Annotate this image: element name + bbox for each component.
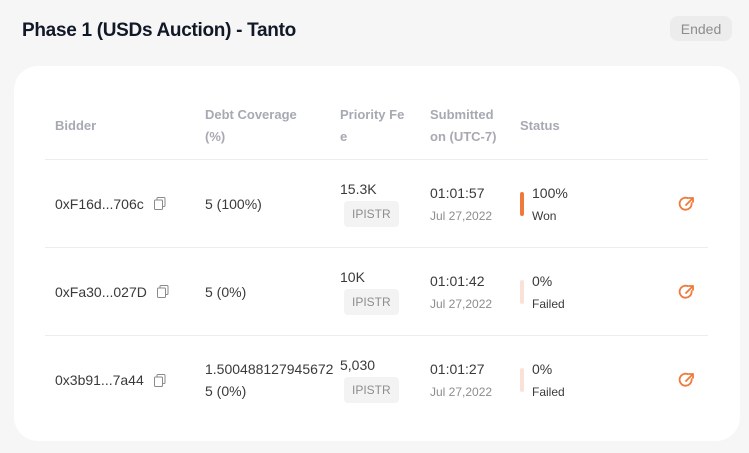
copy-icon[interactable] bbox=[153, 197, 166, 210]
status-badge: Ended bbox=[670, 16, 732, 41]
column-header-text: Submitted bbox=[430, 107, 494, 122]
debt-coverage-cell: 5 (0%) bbox=[205, 283, 247, 300]
status-label: Won bbox=[532, 208, 557, 223]
priority-fee-cell: 15.3K IPISTR bbox=[340, 181, 430, 227]
fee-token-tag: IPISTR bbox=[344, 377, 399, 403]
status-cell: 0% Failed bbox=[520, 361, 640, 399]
bidder-cell: 0x3b91...7a44 bbox=[45, 372, 205, 388]
external-link-icon[interactable] bbox=[678, 283, 696, 301]
fee-token-tag: IPISTR bbox=[344, 200, 399, 227]
column-header-status: Status bbox=[520, 118, 560, 133]
status-bar-failed bbox=[520, 279, 524, 304]
submitted-date: Jul 27,2022 bbox=[430, 385, 493, 399]
status-label: Failed bbox=[532, 385, 565, 399]
copy-icon[interactable] bbox=[156, 285, 169, 298]
fee-token-tag: IPISTR bbox=[344, 288, 399, 315]
status-bar-failed bbox=[520, 368, 524, 392]
status-text: 0% Failed bbox=[532, 361, 565, 399]
external-link-icon[interactable] bbox=[678, 195, 696, 213]
bidder-cell: 0xF16d...706c bbox=[45, 196, 205, 212]
table-row: 0xFa30...027D 5 (0%) 10K IPISTR 01:01:42… bbox=[45, 248, 708, 336]
submitted-date: Jul 27,2022 bbox=[430, 208, 493, 223]
column-header-text: Debt Coverage bbox=[205, 107, 297, 122]
column-header-text: (%) bbox=[205, 129, 226, 144]
copy-icon[interactable] bbox=[153, 373, 166, 387]
status-label: Failed bbox=[532, 296, 565, 311]
submitted-cell: 01:01:27 Jul 27,2022 bbox=[430, 361, 520, 399]
submitted-time: 01:01:27 bbox=[430, 361, 485, 377]
submitted-cell: 01:01:57 Jul 27,2022 bbox=[430, 185, 520, 223]
bids-table: Bidder Debt Coverage (%) Priority Fe e S… bbox=[45, 93, 708, 424]
page-title: Phase 1 (USDs Auction) - Tanto bbox=[22, 20, 296, 41]
link-cell bbox=[640, 283, 708, 301]
status-text: 100% Won bbox=[532, 185, 568, 223]
column-header-debt-coverage: Debt Coverage (%) bbox=[205, 104, 340, 148]
status-percent: 100% bbox=[532, 184, 568, 201]
column-header-bidder: Bidder bbox=[55, 118, 97, 133]
column-header-text: Priority Fe bbox=[340, 107, 405, 122]
column-header-text: on (UTC-7) bbox=[430, 129, 497, 144]
link-cell bbox=[640, 371, 708, 389]
bidder-address: 0x3b91...7a44 bbox=[55, 372, 144, 388]
external-link-icon[interactable] bbox=[678, 371, 696, 389]
bidder-cell: 0xFa30...027D bbox=[45, 284, 205, 300]
priority-fee-cell: 5,030 IPISTR bbox=[340, 357, 430, 403]
submitted-time: 01:01:57 bbox=[430, 184, 485, 201]
priority-fee-cell: 10K IPISTR bbox=[340, 269, 430, 315]
debt-coverage-cell: 5 (100%) bbox=[205, 195, 262, 212]
bidder-address: 0xF16d...706c bbox=[55, 195, 144, 212]
submitted-cell: 01:01:42 Jul 27,2022 bbox=[430, 273, 520, 311]
priority-fee-value: 15.3K bbox=[340, 180, 377, 197]
column-header-submitted: Submitted on (UTC-7) bbox=[430, 104, 520, 148]
priority-fee-value: 5,030 bbox=[340, 357, 376, 373]
table-row: 0x3b91...7a44 1.5004881279456725 (0%) 5,… bbox=[45, 336, 708, 424]
table-row: 0xF16d...706c 5 (100%) 15.3K IPISTR 01:0… bbox=[45, 160, 708, 248]
bidder-address: 0xFa30...027D bbox=[55, 283, 147, 300]
status-cell: 0% Failed bbox=[520, 273, 640, 311]
submitted-time: 01:01:42 bbox=[430, 272, 485, 289]
priority-fee-value: 10K bbox=[340, 268, 365, 285]
bids-card: Bidder Debt Coverage (%) Priority Fe e S… bbox=[14, 66, 740, 441]
status-cell: 100% Won bbox=[520, 185, 640, 223]
status-text: 0% Failed bbox=[532, 273, 565, 311]
status-bar-won bbox=[520, 191, 524, 216]
submitted-date: Jul 27,2022 bbox=[430, 296, 493, 311]
debt-coverage-cell: 1.5004881279456725 (0%) bbox=[205, 361, 334, 399]
status-percent: 0% bbox=[532, 361, 553, 377]
table-header-row: Bidder Debt Coverage (%) Priority Fe e S… bbox=[45, 93, 708, 160]
column-header-priority-fee: Priority Fe e bbox=[340, 104, 430, 148]
column-header-text: e bbox=[340, 129, 348, 144]
status-percent: 0% bbox=[532, 272, 553, 289]
link-cell bbox=[640, 195, 708, 213]
